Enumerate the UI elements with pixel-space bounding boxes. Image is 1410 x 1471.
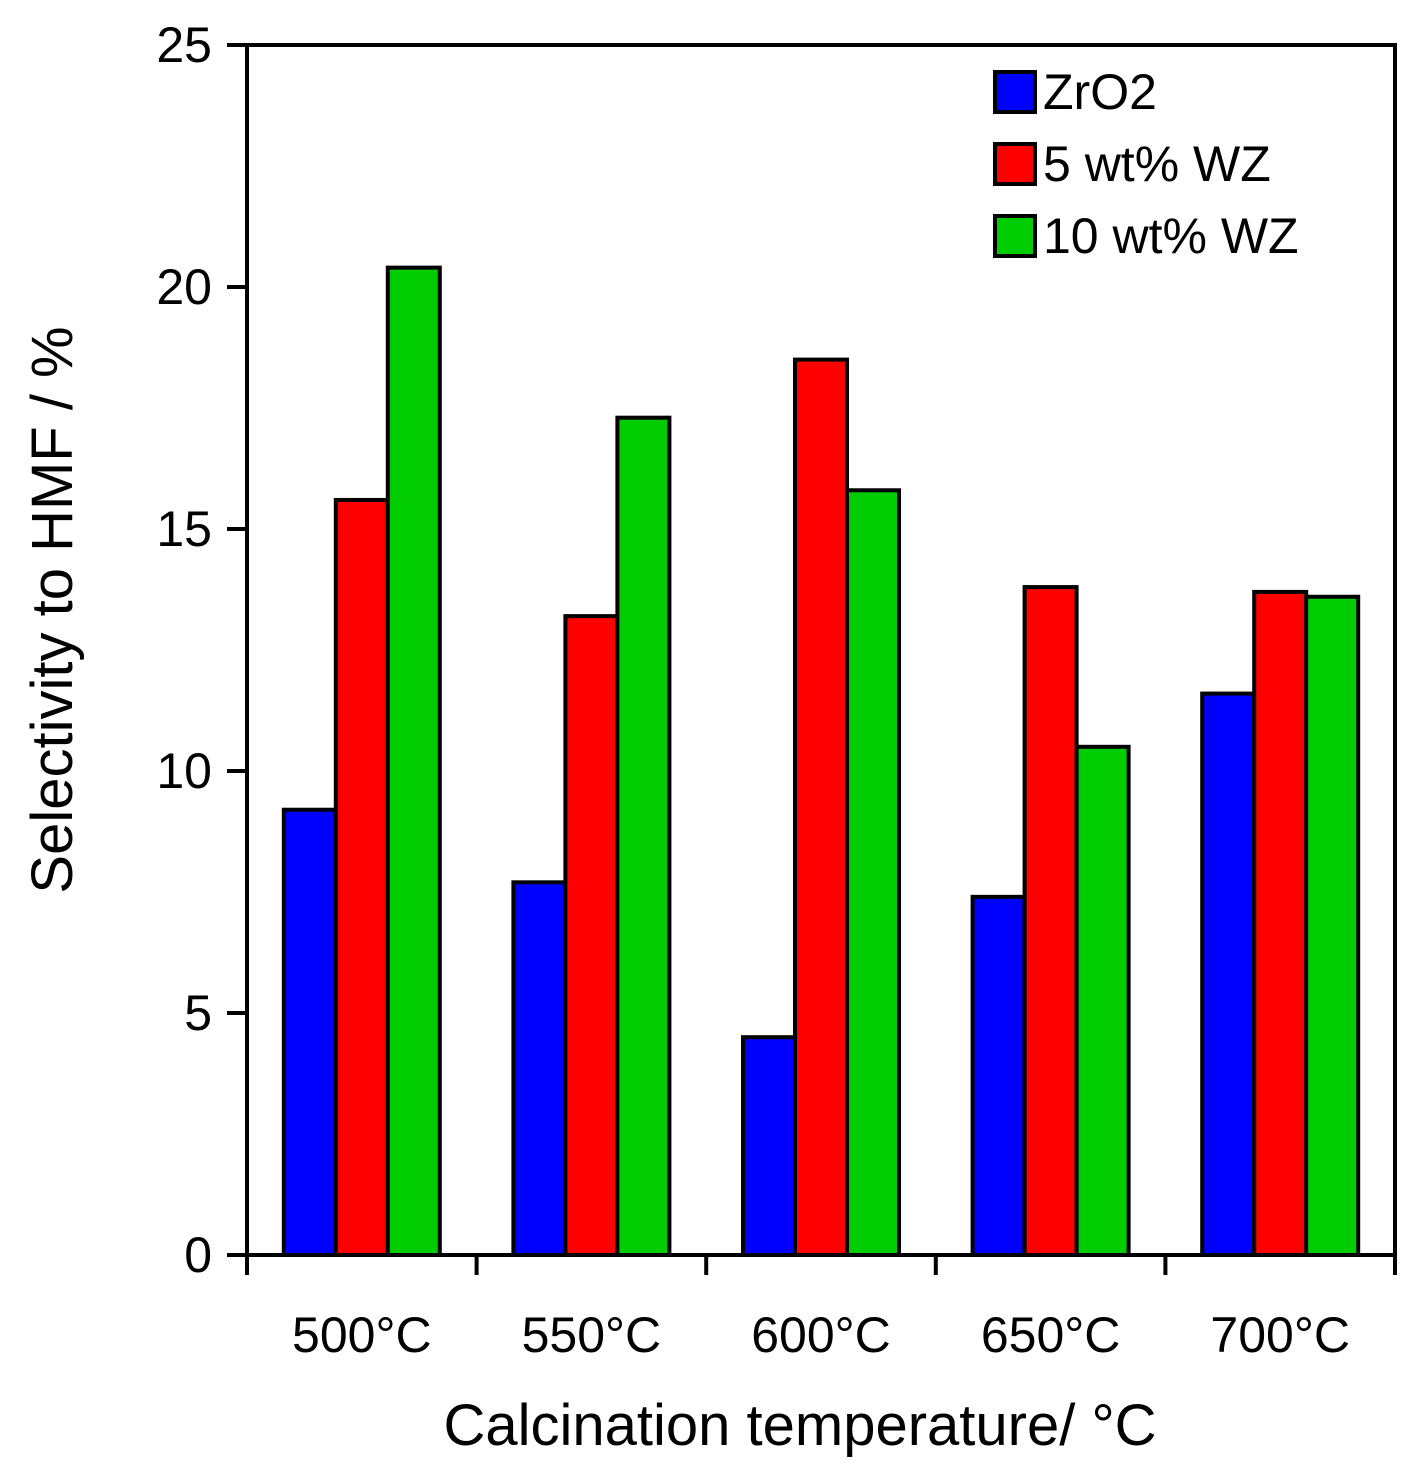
y-tick-label: 20 (156, 259, 212, 315)
bar-zro2-1 (511, 880, 568, 1257)
x-tick-label: 500°C (292, 1307, 432, 1363)
x-axis-title: Calcination temperature/ °C (443, 1393, 1156, 1458)
bar-5-wt-wz-0 (333, 497, 390, 1257)
legend-swatch (993, 214, 1037, 258)
bar-zro2-0 (281, 807, 338, 1257)
bar-5-wt-wz-4 (1252, 589, 1309, 1257)
y-tick-label: 0 (184, 1227, 212, 1283)
y-axis-title: Selectivity to HMF / % (20, 326, 85, 893)
y-tick-label: 25 (156, 17, 212, 73)
x-tick-label: 600°C (751, 1307, 891, 1363)
bar-5-wt-wz-2 (793, 357, 849, 1258)
legend-label: ZrO2 (1043, 64, 1157, 120)
y-axis: 0 5 10 15 20 25 (156, 17, 247, 1283)
legend-swatch (993, 70, 1037, 114)
bar-5-wt-wz-1 (563, 614, 620, 1257)
bars-group (281, 265, 1361, 1258)
legend-label: 10 wt% WZ (1043, 208, 1299, 264)
y-tick-label: 15 (156, 501, 212, 557)
bar-10-wt-wz-4 (1304, 594, 1361, 1257)
legend-swatch (993, 142, 1037, 186)
x-tick-label: 550°C (522, 1307, 662, 1363)
bar-5-wt-wz-3 (1022, 585, 1079, 1257)
legend: ZrO2 5 wt% WZ 10 wt% WZ (993, 64, 1299, 264)
bar-10-wt-wz-0 (385, 265, 442, 1257)
bar-10-wt-wz-3 (1074, 744, 1131, 1257)
x-axis: 500°C 550°C 600°C 650°C 700°C (245, 1255, 1397, 1363)
x-tick-label: 700°C (1210, 1307, 1350, 1363)
bar-10-wt-wz-1 (615, 415, 672, 1257)
y-tick-label: 10 (156, 743, 212, 799)
legend-label: 5 wt% WZ (1043, 136, 1271, 192)
bar-zro2-4 (1200, 691, 1257, 1257)
y-tick-label: 5 (184, 985, 212, 1041)
bar-10-wt-wz-2 (845, 488, 901, 1257)
x-tick-label: 650°C (981, 1307, 1121, 1363)
bar-zro2-2 (741, 1035, 797, 1257)
bar-zro2-3 (970, 894, 1027, 1258)
